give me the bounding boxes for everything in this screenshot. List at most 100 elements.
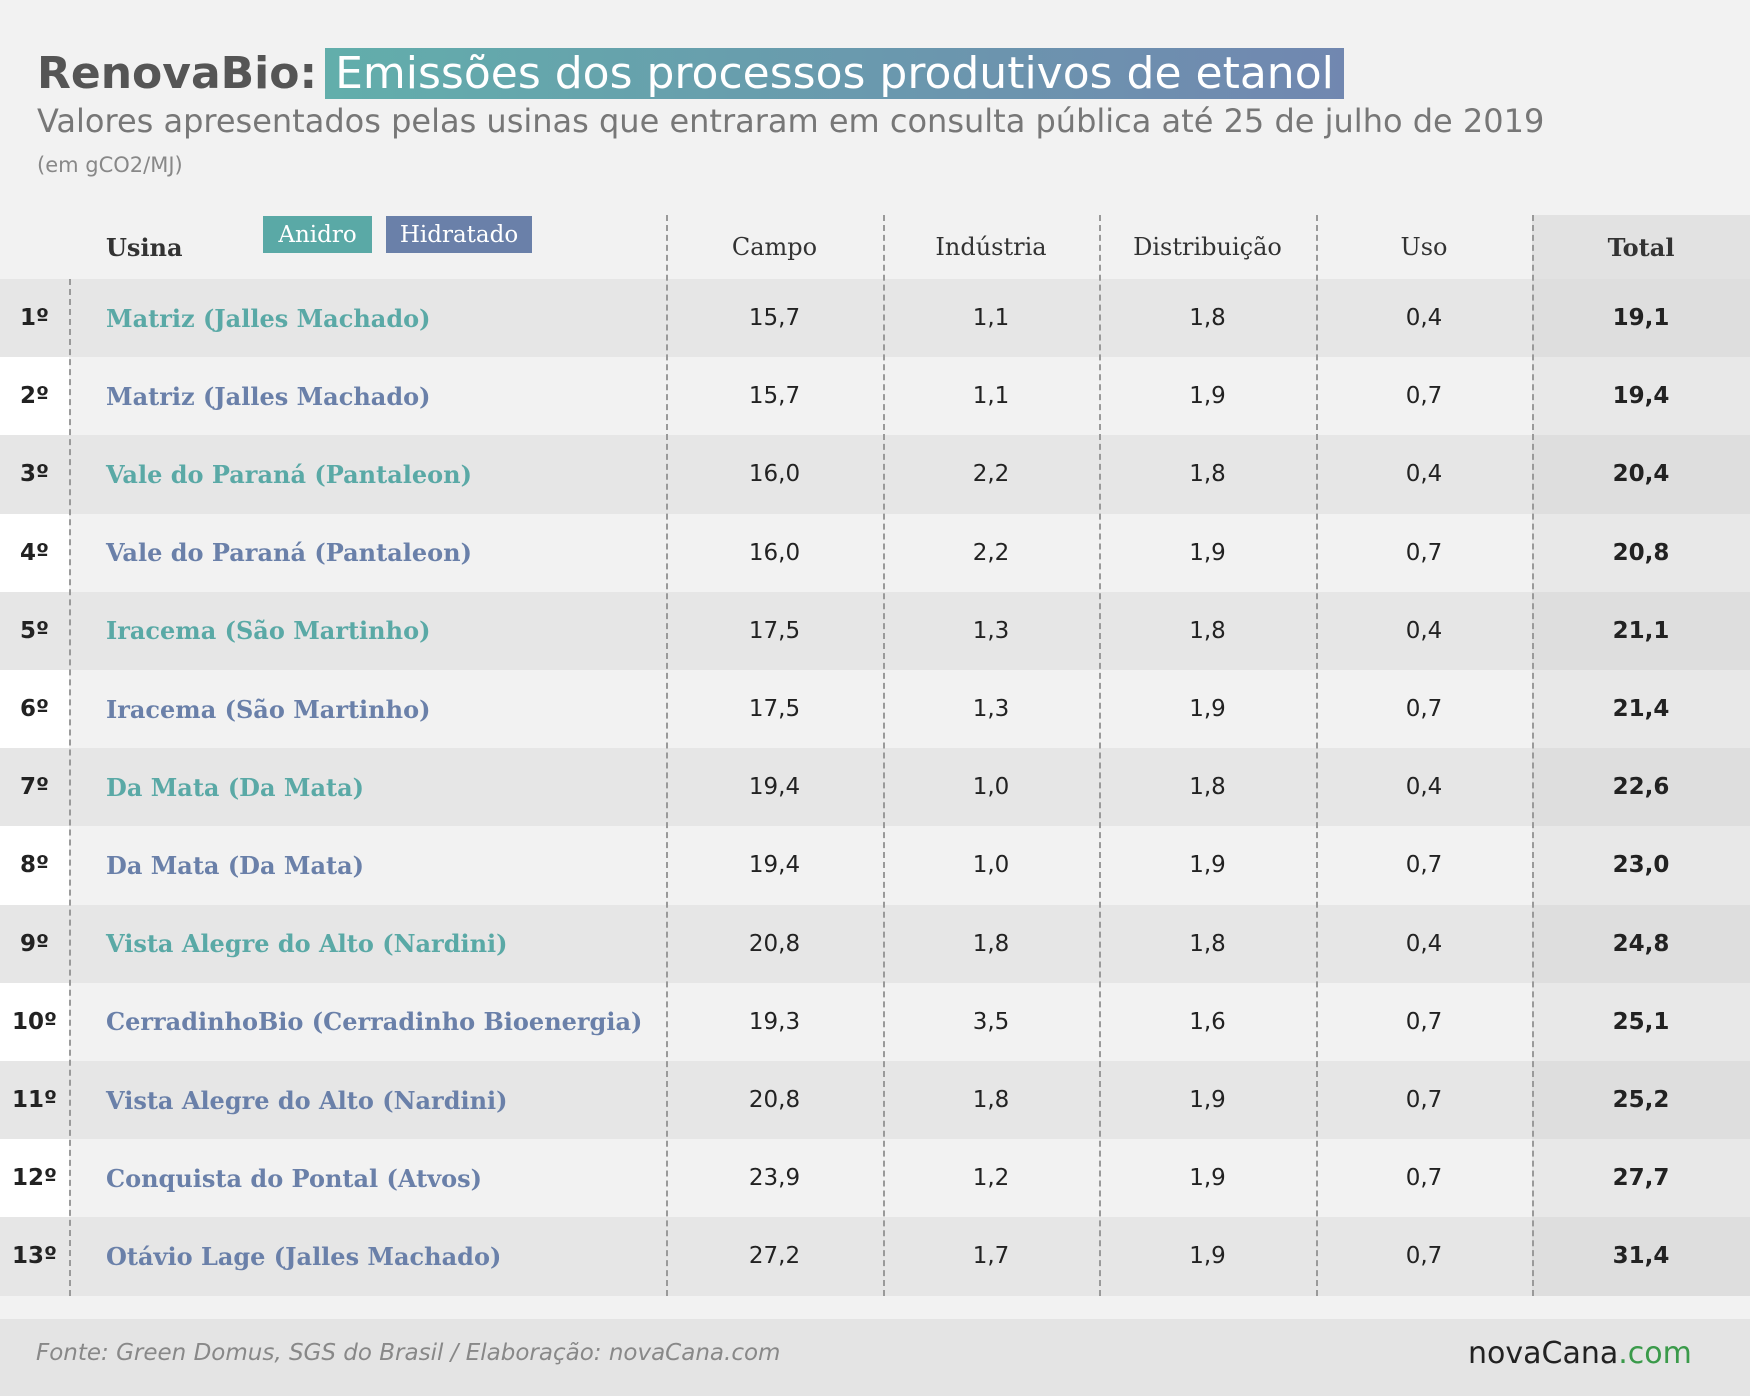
value: 0,7: [1405, 1165, 1443, 1192]
rank-bg: [0, 904, 69, 983]
total-value: 25,2: [1612, 1087, 1670, 1114]
column-divider: [883, 215, 885, 1296]
total-bg: [1532, 982, 1750, 1061]
value: 17,5: [748, 617, 801, 644]
total-value: 24,8: [1612, 930, 1670, 957]
value: 19,4: [748, 852, 801, 879]
row-bg: [0, 513, 1750, 592]
rank-bg: [0, 670, 69, 749]
column-divider: [69, 279, 71, 1296]
plant-name: Otávio Lage (Jalles Machado): [106, 1241, 502, 1271]
value: 1,9: [1189, 1165, 1226, 1192]
plant-name: Da Mata (Da Mata): [106, 772, 365, 802]
value: 0,7: [1405, 1008, 1443, 1035]
rank: 4º: [20, 539, 49, 566]
value: 16,0: [748, 539, 801, 566]
total-value: 20,4: [1612, 461, 1670, 488]
value: 0,7: [1405, 539, 1443, 566]
total-value: 19,4: [1612, 383, 1670, 410]
value: 1,3: [972, 696, 1010, 723]
total-value: 21,1: [1612, 617, 1670, 644]
column-divider: [1316, 215, 1318, 1296]
value: 1,9: [1189, 383, 1226, 410]
rank-bg: [0, 1139, 69, 1218]
value: 1,9: [1189, 1087, 1226, 1114]
value: 1,9: [1189, 539, 1226, 566]
value: 1,8: [1189, 930, 1226, 957]
value: 0,4: [1405, 617, 1443, 644]
value: 1,6: [1189, 1008, 1226, 1035]
logo: novaCana.com: [1468, 1336, 1692, 1371]
value: 19,4: [748, 774, 801, 801]
value: 1,9: [1189, 1243, 1226, 1270]
total-value: 19,1: [1612, 305, 1670, 332]
value: 15,7: [748, 383, 801, 410]
rank: 11º: [12, 1087, 57, 1114]
value: 0,7: [1405, 1087, 1443, 1114]
rank: 12º: [12, 1165, 57, 1192]
plant-name: Iracema (São Martinho): [106, 694, 431, 724]
plant-name: Matriz (Jalles Machado): [106, 381, 431, 411]
value: 20,8: [748, 1087, 801, 1114]
value: 3,5: [972, 1008, 1010, 1035]
value: 0,7: [1405, 383, 1443, 410]
plant-name: Conquista do Pontal (Atvos): [106, 1163, 482, 1193]
row-bg: [0, 435, 1750, 514]
total-bg: [1532, 670, 1750, 749]
plant-name: Vista Alegre do Alto (Nardini): [106, 929, 508, 959]
total-bg: [1532, 826, 1750, 905]
value: 1,8: [1189, 305, 1226, 332]
rank-bg: [0, 279, 69, 358]
row-bg: [0, 982, 1750, 1061]
total-bg: [1532, 279, 1750, 358]
value: 1,8: [1189, 617, 1226, 644]
value: 1,8: [972, 930, 1010, 957]
value: 1,0: [972, 774, 1010, 801]
legend-item: Anidro: [263, 216, 372, 253]
value: 0,4: [1405, 305, 1443, 332]
value: 1,9: [1189, 696, 1226, 723]
plant-name: Vale do Paraná (Pantaleon): [106, 538, 472, 568]
value: 20,8: [748, 930, 801, 957]
total-bg: [1532, 904, 1750, 983]
value: 1,8: [972, 1087, 1010, 1114]
rank-bg: [0, 982, 69, 1061]
value: 1,1: [972, 305, 1010, 332]
value: 16,0: [748, 461, 801, 488]
total-bg: [1532, 748, 1750, 827]
value: 19,3: [748, 1008, 801, 1035]
row-bg: [0, 357, 1750, 436]
value: 15,7: [748, 305, 801, 332]
total-value: 23,0: [1612, 852, 1670, 879]
rank: 10º: [12, 1008, 57, 1035]
column-header: Uso: [1400, 233, 1448, 261]
rank-bg: [0, 513, 69, 592]
total-header-bg: [1532, 215, 1750, 279]
rank: 7º: [20, 774, 49, 801]
column-header: Total: [1607, 232, 1675, 262]
row-bg: [0, 826, 1750, 905]
rank: 8º: [20, 852, 49, 879]
row-bg: [0, 1139, 1750, 1218]
value: 0,4: [1405, 774, 1443, 801]
column-divider: [666, 215, 668, 1296]
total-bg: [1532, 435, 1750, 514]
plant-name: CerradinhoBio (Cerradinho Bioenergia): [106, 1007, 643, 1037]
total-bg: [1532, 513, 1750, 592]
value: 2,2: [972, 461, 1010, 488]
legend-item: Hidratado: [386, 216, 532, 253]
total-value: 21,4: [1612, 696, 1670, 723]
column-header: Usina: [106, 232, 183, 262]
plant-name: Matriz (Jalles Machado): [106, 303, 431, 333]
row-bg: [0, 591, 1750, 670]
value: 2,2: [972, 539, 1010, 566]
rank-bg: [0, 826, 69, 905]
value: 1,8: [1189, 461, 1226, 488]
rank: 13º: [12, 1243, 57, 1270]
total-value: 20,8: [1612, 539, 1670, 566]
value: 0,4: [1405, 461, 1443, 488]
rank: 5º: [20, 617, 49, 644]
title-lead: RenovaBio:: [37, 47, 318, 99]
total-bg: [1532, 1217, 1750, 1296]
